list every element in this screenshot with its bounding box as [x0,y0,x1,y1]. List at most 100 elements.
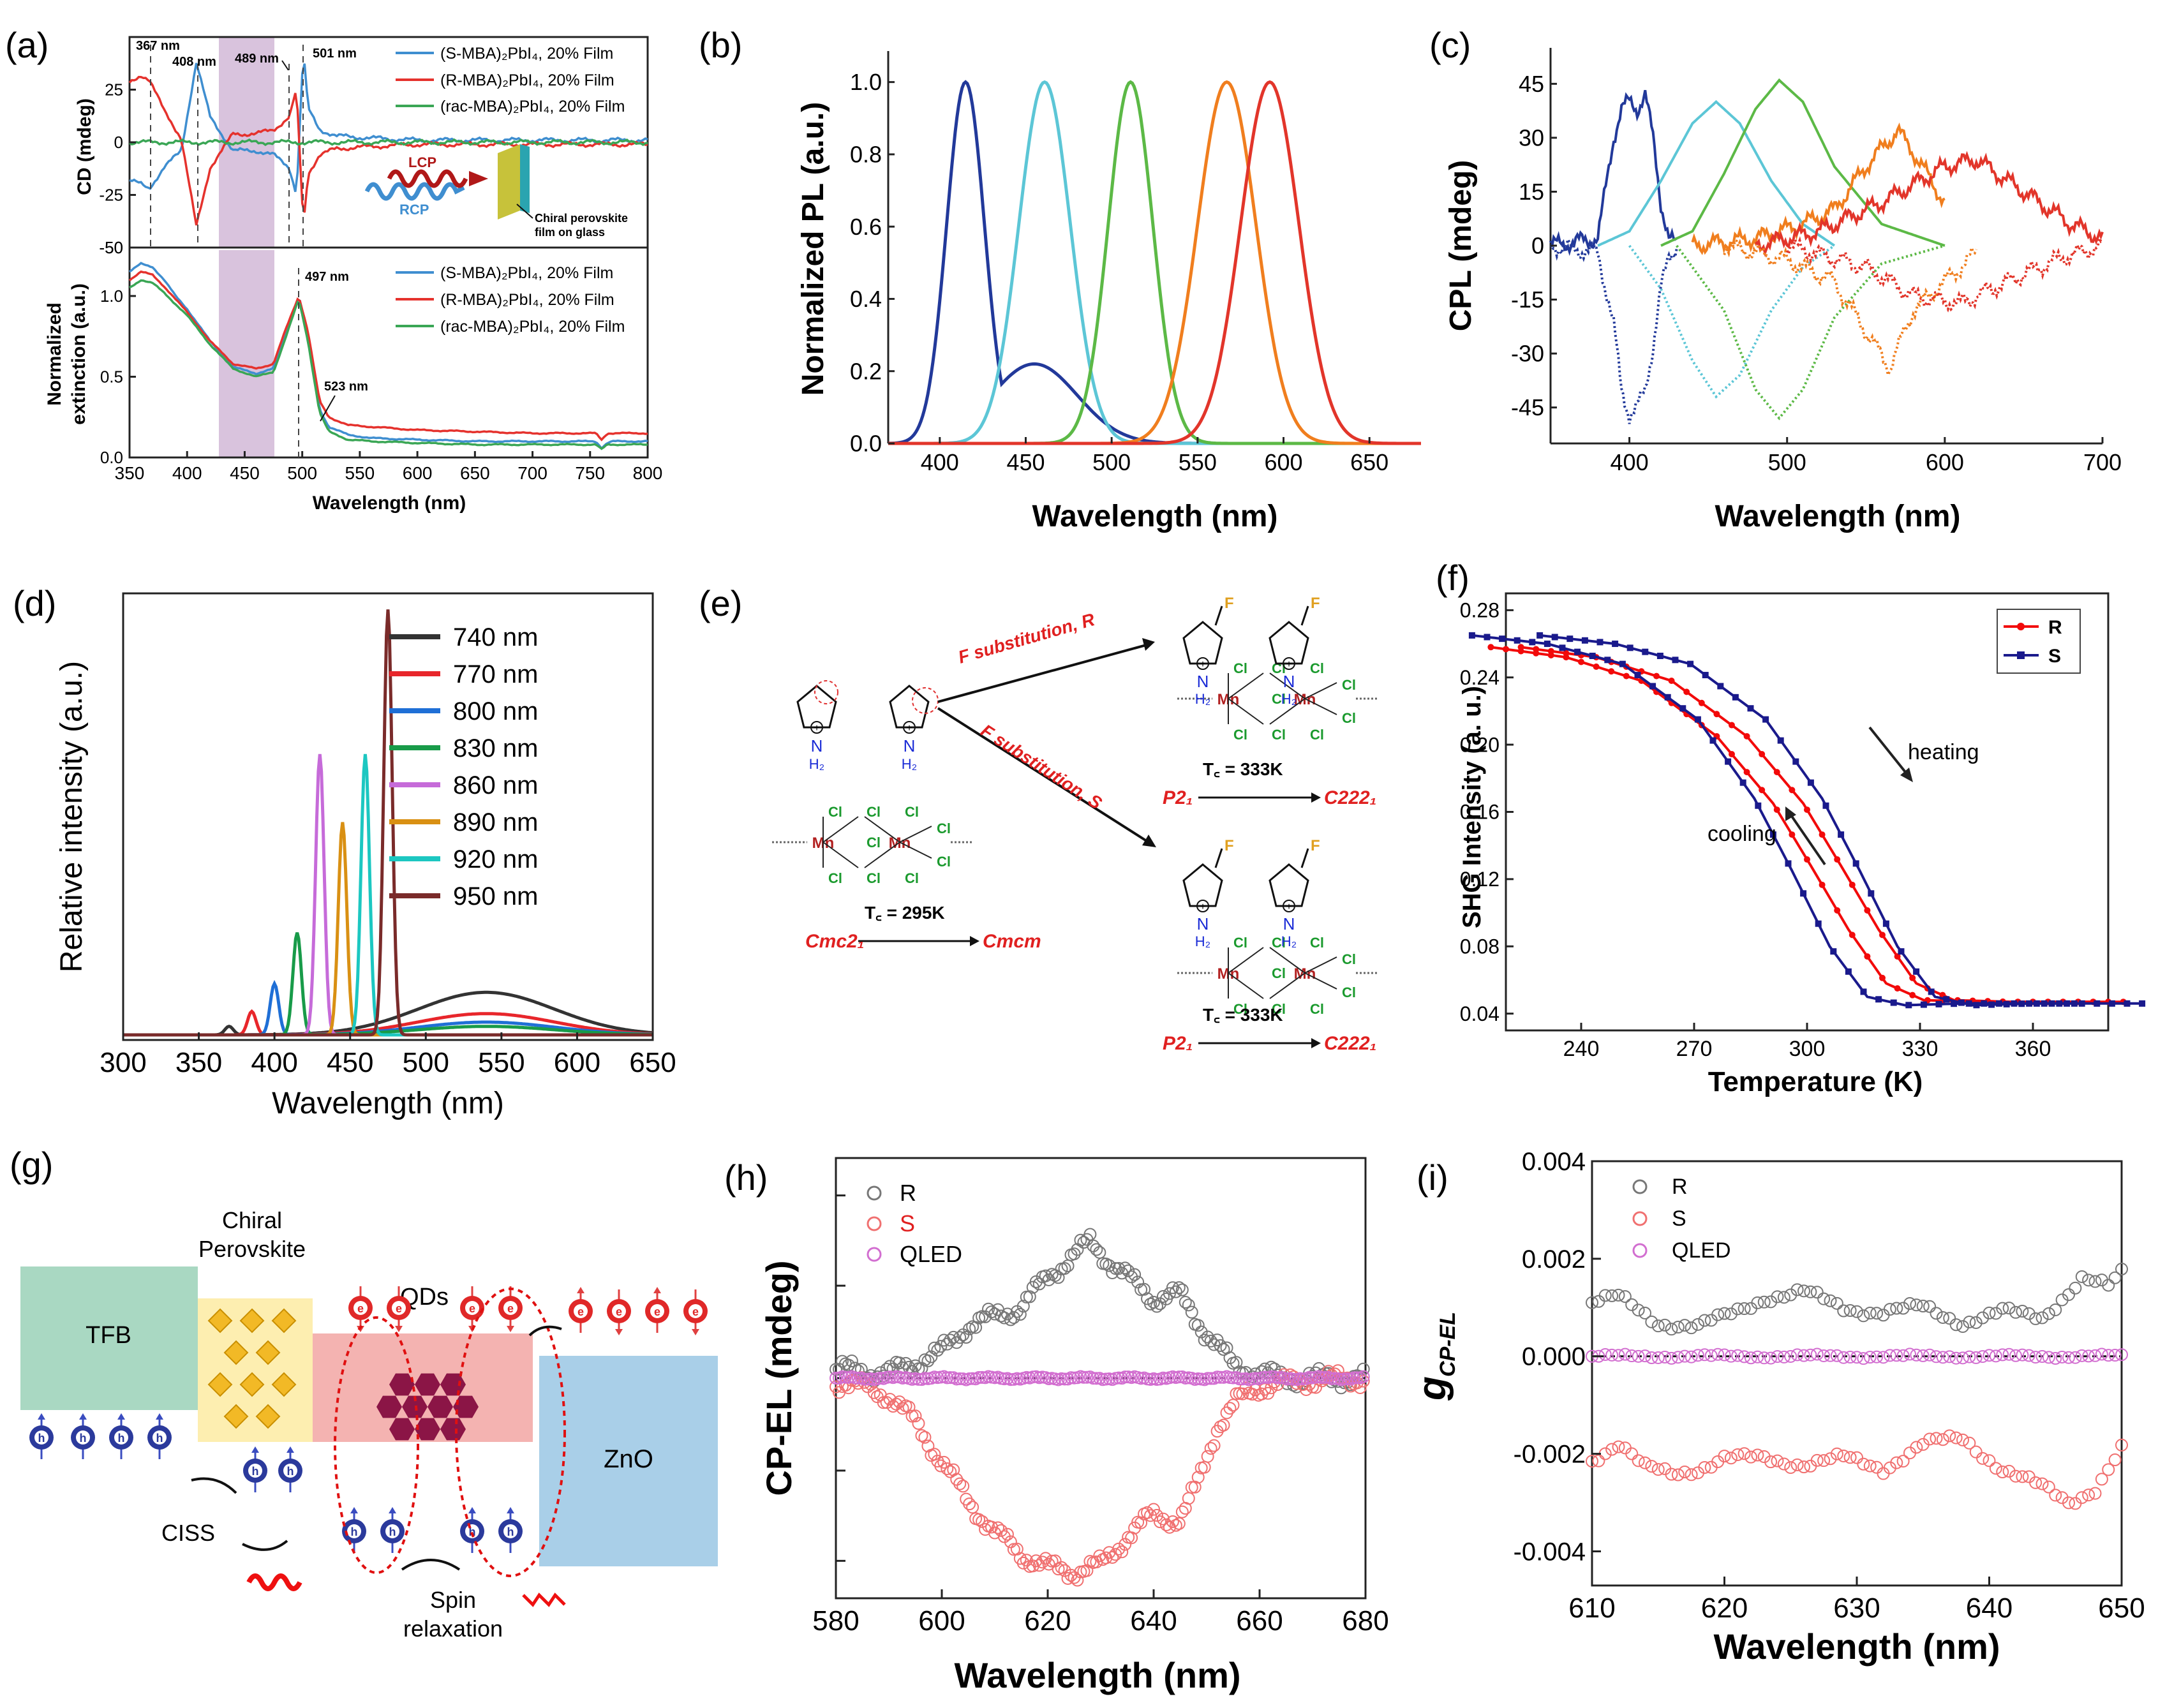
i-point-r [1850,1305,1863,1318]
f-point-s [2064,1000,2071,1007]
f-series-line [1491,646,2094,1004]
h-point-r [982,1302,995,1316]
c-xtick-label: 500 [1768,449,1806,475]
svg-text:R: R [2048,617,2062,638]
carrier-core [76,1430,90,1444]
f-point-s [1920,1001,1927,1008]
h-point-r [1144,1297,1157,1311]
spin-arrowhead [79,1413,87,1420]
h-point-s [1147,1503,1160,1516]
f-point-r [1593,663,1600,670]
carrier-symbol: h [469,1526,476,1538]
carrier-core [347,1524,361,1538]
charge-circle [1283,900,1295,912]
f-xtick-label: 240 [1563,1037,1600,1061]
h-point-r [1103,1259,1116,1272]
h-point-r [1090,1243,1103,1256]
f-point-s [1612,641,1619,648]
i-point-s [1790,1458,1804,1471]
legend-a-top-r: (R-MBA)₂PbI₄, 20% Film [440,71,614,89]
i-point-r [1797,1284,1810,1298]
peak-497: 497 nm [305,270,349,284]
panel-d-frame [122,592,654,1041]
h-point-r [880,1362,893,1376]
i-point-r [1837,1304,1850,1318]
i-point-s [1678,1466,1692,1479]
h-point-r [925,1350,938,1363]
i-point-s [1764,1455,1778,1469]
i-point-r [2049,1303,2062,1316]
i-point-r [1751,1296,1764,1309]
i-xtick-label: 640 [1966,1593,2013,1624]
octahedron [255,1340,281,1365]
spin-arrowhead [286,1446,294,1453]
h-point-r [979,1310,992,1323]
cf-bond [1214,605,1223,626]
electron-arrow [528,1325,562,1337]
i-point-s [1698,1460,1711,1474]
octahedron [271,1372,297,1397]
i-point-r [1943,1312,1956,1325]
panel-c-ylabel: CPL (mdeg) [1444,160,1478,331]
a-xtick-label: 800 [633,463,663,483]
cl-atom: Cl [1272,691,1286,707]
i-point-r [1658,1318,1672,1332]
i-point-qled [1976,1350,1990,1363]
i-point-s [2095,1473,2108,1486]
i-point-qled [2009,1349,2022,1362]
perovskite-octahedra [207,1308,297,1429]
svg-text:S: S [900,1210,915,1236]
h-xtick-label: 620 [1024,1605,1071,1637]
h-point-r [830,1363,842,1376]
i-point-qled [2042,1351,2055,1364]
i-point-qled [1916,1349,1930,1362]
i-point-r [2062,1288,2075,1302]
i-point-s [2042,1480,2055,1494]
octahedron [239,1372,265,1397]
d-series-line [123,754,653,1037]
carrier-symbol: h [389,1526,396,1538]
f-point-s [1800,890,1807,897]
carriers: h h h h h h h h h h e e e e e e e e [29,1286,708,1553]
f-point-r [1819,831,1826,838]
panel-h-legend: R S QLED [867,1180,962,1267]
f-point-r [1743,769,1750,776]
bond [822,816,859,843]
i-point-r [1777,1291,1790,1304]
emission-wave-right [522,1593,566,1607]
i-point-r [1890,1302,1903,1315]
transition-right-r: T꜀ = 333K P2₁ C222₁ [1163,759,1376,808]
i-point-qled [1784,1349,1797,1363]
lcp-helix [387,169,468,188]
f-point-s [1468,632,1475,639]
i-point-s [1810,1453,1824,1467]
h-point-s [1112,1542,1126,1556]
h-point-r [1013,1308,1027,1321]
h-point-qled [963,1372,976,1386]
i-point-qled [1658,1351,1672,1364]
f-point-r [1608,668,1615,675]
i-point-s [1598,1447,1612,1460]
i-point-qled [1645,1351,1658,1364]
f-point-s [1868,890,1875,897]
i-ytick-label: -0.004 [1514,1538,1586,1566]
h-point-s [893,1395,906,1409]
inset-film-2: film on glass [535,226,605,239]
zno-label: ZnO [604,1445,653,1473]
svg-text:+: + [814,723,819,734]
h-point-r [1016,1300,1030,1313]
b-xtick-label: 500 [1092,449,1131,475]
h-point-s [1159,1518,1173,1531]
svg-text:N: N [811,736,823,755]
a-top-ytick-label: 25 [105,80,123,100]
h-point-s [1119,1538,1132,1551]
f-point-r [1487,644,1494,651]
i-point-qled [2069,1351,2082,1364]
f-point-r [1683,688,1690,695]
h-xtick-label: 600 [918,1605,965,1637]
b-ytick-label: 0.4 [850,286,882,312]
cl-atom: Cl [1272,965,1286,981]
mncl-chain-s: MnMnClClClClClClClClCl [1177,935,1378,1017]
i-point-r [1896,1302,1910,1315]
